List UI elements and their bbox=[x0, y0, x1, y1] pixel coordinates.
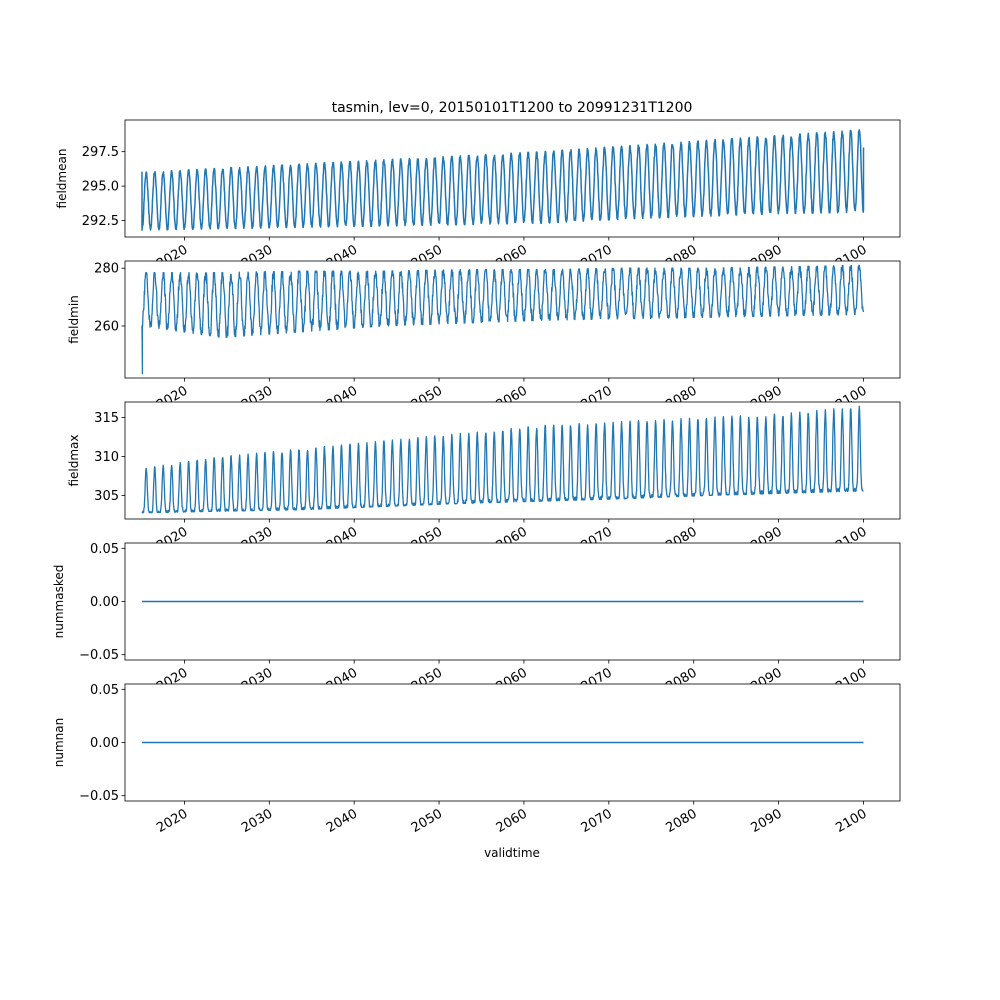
y-tick-label: 280 bbox=[94, 262, 119, 277]
axes-frame bbox=[124, 401, 901, 520]
y-axis-label: fieldmean bbox=[55, 149, 69, 209]
y-tick-label: 0.05 bbox=[90, 542, 119, 557]
axes-frame bbox=[124, 260, 901, 379]
y-tick-label: 295.0 bbox=[82, 180, 119, 195]
y-tick-label: 305 bbox=[94, 489, 119, 504]
x-axis-label: validtime bbox=[484, 846, 540, 860]
overlap-mask bbox=[0, 684, 1000, 708]
y-tick-label: 0.00 bbox=[90, 736, 119, 751]
y-tick-label: 0.00 bbox=[90, 595, 119, 610]
y-axis-label: fieldmax bbox=[67, 434, 81, 486]
y-tick-label: 297.5 bbox=[82, 145, 119, 160]
y-tick-label: −0.05 bbox=[79, 648, 119, 663]
overlap-mask bbox=[0, 543, 1000, 567]
y-tick-label: 315 bbox=[94, 411, 119, 426]
series-line-fieldmin bbox=[141, 264, 865, 375]
figure-title: tasmin, lev=0, 20150101T1200 to 20991231… bbox=[332, 100, 693, 116]
y-tick-label: −0.05 bbox=[79, 789, 119, 804]
y-tick-label: 292.5 bbox=[82, 214, 119, 229]
series-line-fieldmean bbox=[141, 129, 865, 231]
y-axis-label: numnan bbox=[52, 718, 66, 767]
y-axis-label: fieldmin bbox=[67, 295, 81, 344]
y-tick-label: 0.05 bbox=[90, 683, 119, 698]
axes-frame bbox=[124, 119, 901, 238]
series-line-fieldmax bbox=[141, 405, 864, 514]
y-tick-label: 260 bbox=[94, 320, 119, 335]
y-tick-label: 310 bbox=[94, 450, 119, 465]
y-axis-label: nummasked bbox=[52, 565, 66, 639]
